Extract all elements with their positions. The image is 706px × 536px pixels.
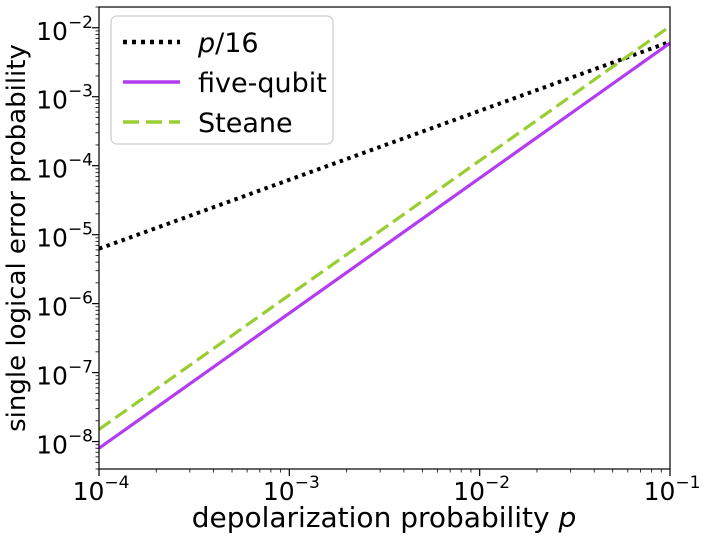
x-tick-label: 10−2 (453, 473, 510, 506)
y-tick-label: 10−2 (36, 13, 93, 46)
y-tick-label: 10−4 (36, 151, 93, 184)
x-tick-label: 10−1 (644, 473, 701, 506)
ticks-layer: 10−4 10−3 10−2 10−1 10−8 10−7 10−6 10−5 10−4 10−3… (36, 6, 701, 506)
y-tick-label: 10−6 (36, 289, 93, 322)
y-tick-label: 10−8 (36, 427, 93, 460)
legend-label: Steane (198, 108, 293, 139)
y-tick-label: 10−7 (36, 358, 93, 391)
legend-box (110, 15, 334, 145)
legend-entries: p/16 five-qubit Steane (123, 28, 327, 139)
series-line-steane (98, 24, 671, 431)
x-tick-label: 10−4 (73, 473, 130, 506)
series-line-p-16 (98, 39, 671, 251)
x-tick-label: 10−3 (263, 473, 320, 506)
plot-frame (98, 6, 671, 470)
series-layer (98, 24, 671, 450)
y-tick-label: 10−5 (36, 220, 93, 253)
y-axis-label: single logical error probability (2, 44, 32, 432)
legend: p/16 five-qubit Steane (110, 15, 334, 145)
x-axis-label: depolarization probability p (192, 501, 577, 534)
legend-label: p/16 (197, 28, 259, 59)
series-line-five-qubit (98, 41, 671, 450)
y-tick-label: 10−3 (36, 82, 93, 115)
legend-label: five-qubit (198, 68, 327, 99)
